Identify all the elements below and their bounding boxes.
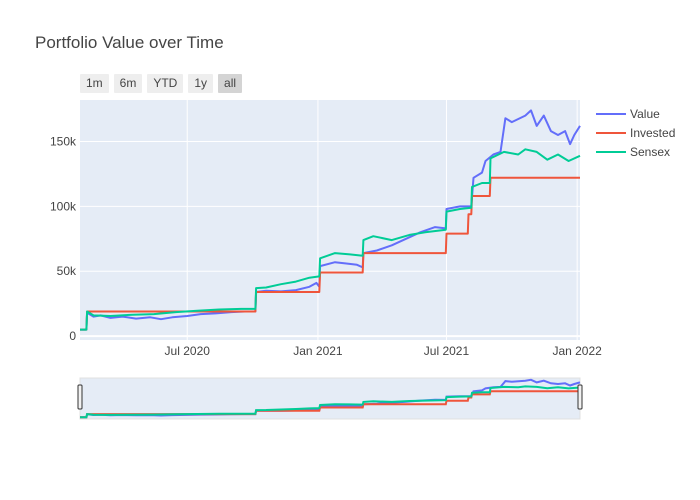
- x-tick-label: Jul 2021: [424, 344, 470, 358]
- range-button-1y[interactable]: 1y: [188, 74, 214, 93]
- y-tick-label: 100k: [50, 199, 77, 213]
- legend-item-sensex[interactable]: Sensex: [596, 145, 670, 159]
- series-line-invested[interactable]: [80, 176, 580, 331]
- range-slider[interactable]: [77, 377, 583, 420]
- range-slider-left-handle[interactable]: [77, 384, 83, 410]
- range-button-ytd[interactable]: YTD: [147, 74, 184, 93]
- x-tick-label: Jan 2022: [552, 344, 602, 358]
- x-tick-label: Jan 2021: [293, 344, 343, 358]
- range-slider-line-sensex: [80, 385, 581, 419]
- legend-label: Sensex: [630, 145, 670, 159]
- legend-label: Invested: [630, 126, 675, 140]
- legend-item-value[interactable]: Value: [596, 107, 660, 121]
- x-axis: Jul 2020 Jan 2021 Jul 2021 Jan 2022: [165, 344, 603, 358]
- y-tick-label: 150k: [50, 135, 77, 149]
- y-tick-label: 50k: [57, 264, 77, 278]
- range-button-6m[interactable]: 6m: [113, 74, 143, 93]
- plot-area[interactable]: [80, 100, 580, 340]
- y-tick-label: 0: [69, 329, 76, 343]
- x-tick-label: Jul 2020: [165, 344, 211, 358]
- legend-item-invested[interactable]: Invested: [596, 126, 675, 140]
- chart-title: Portfolio Value over Time: [35, 33, 224, 52]
- y-axis: 0 50k 100k 150k: [50, 135, 77, 344]
- series-layer: [80, 109, 581, 331]
- range-button-1m[interactable]: 1m: [80, 74, 109, 93]
- range-slider-track[interactable]: [79, 377, 581, 420]
- range-button-all[interactable]: all: [218, 74, 243, 93]
- range-selector: 1m 6m YTD 1y all: [80, 74, 243, 93]
- legend-label: Value: [630, 107, 660, 121]
- legend: Value Invested Sensex: [596, 107, 675, 159]
- grid-lines: [80, 100, 580, 340]
- series-line-value[interactable]: [80, 109, 581, 331]
- range-slider-right-handle[interactable]: [577, 384, 583, 410]
- series-line-sensex[interactable]: [80, 148, 581, 331]
